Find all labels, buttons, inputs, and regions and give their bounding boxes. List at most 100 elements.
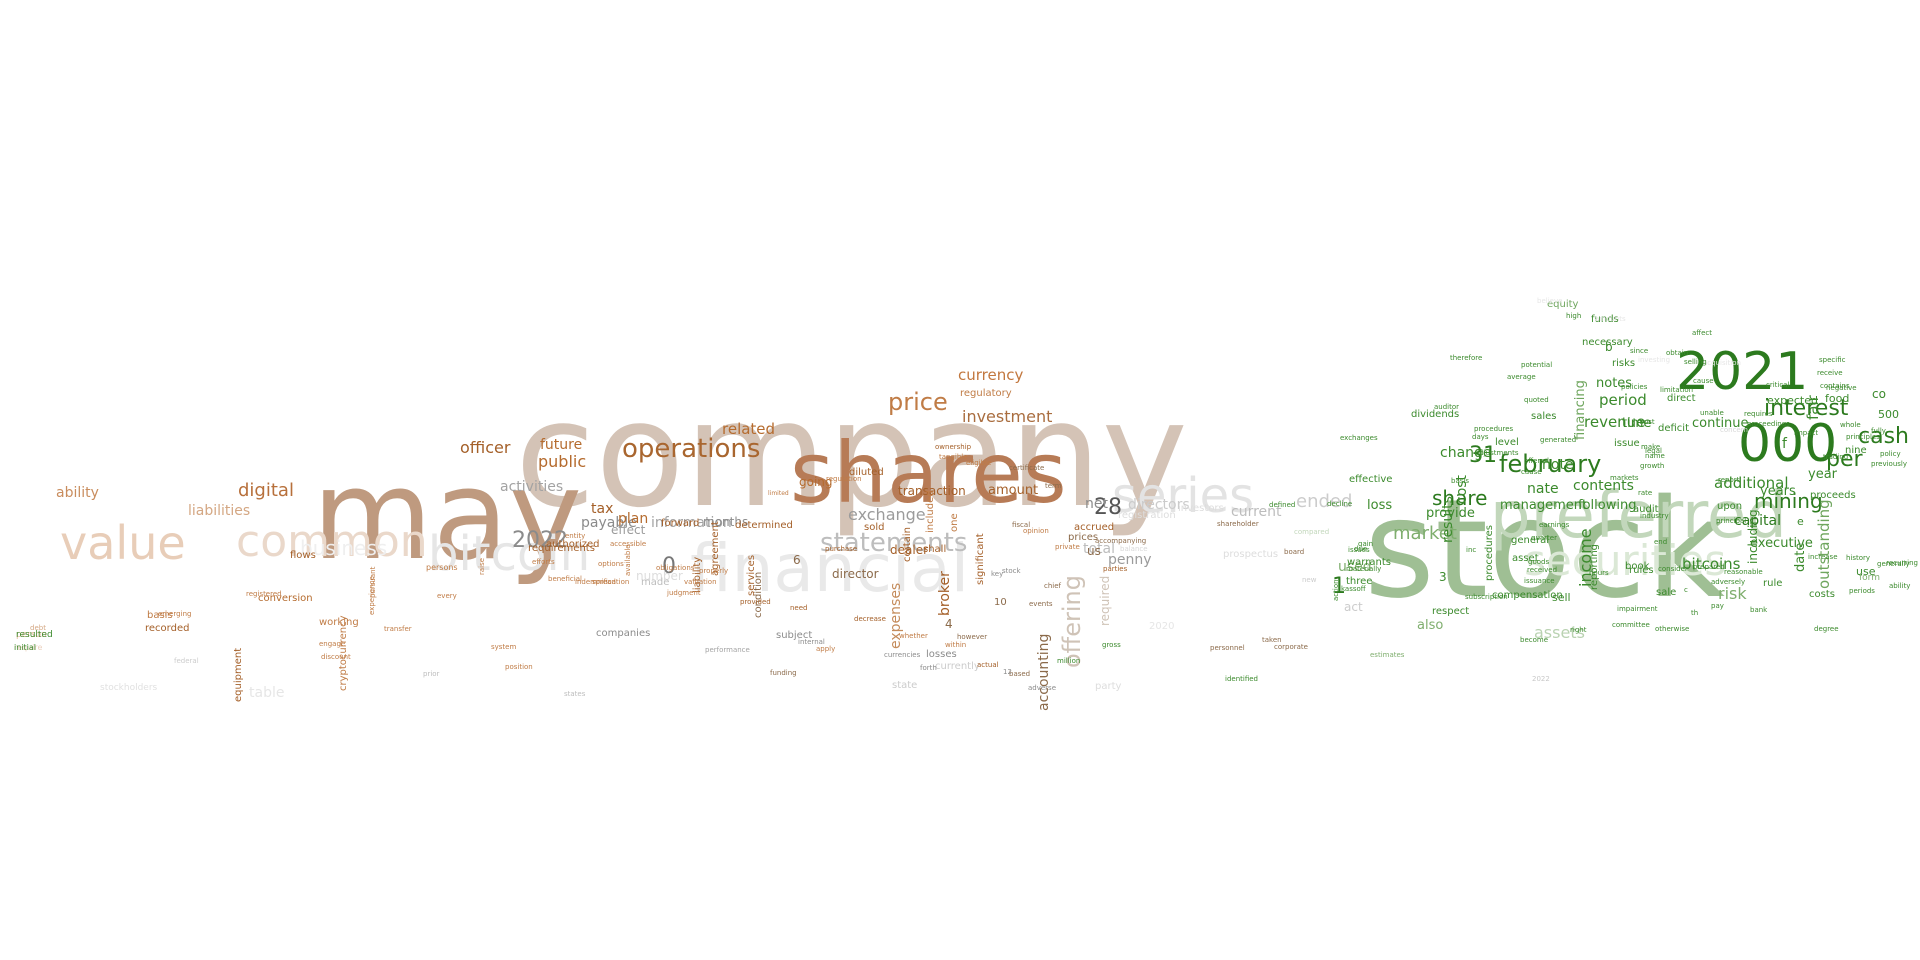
word-current: current <box>1231 504 1282 520</box>
word-one: one <box>949 513 960 532</box>
word-compensation: compensation <box>1492 590 1563 601</box>
word-funds: funds <box>1591 314 1619 325</box>
word-upon: upon <box>1717 501 1743 512</box>
word-s71: therefore <box>1450 354 1483 362</box>
word-s96: critical <box>1766 381 1790 389</box>
word-s170: initial <box>14 643 36 652</box>
word-s66: markets <box>1610 474 1639 482</box>
word-s43: form <box>1859 573 1880 583</box>
word-operations: operations <box>622 434 761 464</box>
word-s119: every <box>437 592 457 600</box>
word-s155: degree <box>1814 625 1839 633</box>
word-s35: prior <box>423 670 440 678</box>
word-management: management <box>1500 498 1588 513</box>
word-s51: make <box>1641 443 1661 451</box>
word-currency: currency <box>958 366 1024 384</box>
word-costs: costs <box>1809 589 1835 600</box>
word-related: related <box>722 420 776 438</box>
word-s130: actual <box>977 661 999 669</box>
word-s116: transfer <box>384 625 412 633</box>
word-s151: consider <box>1658 565 1688 573</box>
word-s60: received <box>1527 566 1558 574</box>
word-n6: 6 <box>793 553 801 567</box>
word-s95: basis <box>1451 477 1469 485</box>
word-rules: rules <box>1629 565 1654 576</box>
word-reporting: reporting <box>1589 543 1600 590</box>
word-e: e <box>1797 515 1804 528</box>
word-necessary: necessary <box>1582 337 1633 348</box>
word-exchange: exchange <box>848 505 926 524</box>
word-s47: pay <box>1711 602 1724 610</box>
word-state: state <box>892 680 918 691</box>
word-s140: investing <box>1638 356 1671 364</box>
word-s104: million <box>1057 657 1081 665</box>
word-outstanding: outstanding <box>1815 499 1833 589</box>
word-equity: equity <box>1547 299 1579 310</box>
word-s123: properly <box>699 567 729 575</box>
word-s88: issues <box>1348 546 1370 554</box>
word-s115: efforts <box>532 558 555 566</box>
word-s142: negative <box>1826 384 1857 392</box>
word-s74: potential <box>1521 361 1553 369</box>
word-warrants: warrants <box>1347 557 1391 568</box>
word-s137: board <box>1284 548 1305 556</box>
word-executive: executive <box>1750 536 1813 551</box>
word-s14: currencies <box>884 651 921 659</box>
word-s145: adjustments <box>1475 449 1519 457</box>
word-s114: spread <box>592 578 616 586</box>
word-food: food <box>1825 392 1850 405</box>
word-n500: 500 <box>1878 408 1899 421</box>
word-s68: affect <box>1692 329 1713 337</box>
word-loss: loss <box>1367 498 1393 513</box>
word-going: going <box>799 475 833 489</box>
word-us: us <box>1087 544 1101 558</box>
word-ended: ended <box>1296 491 1353 512</box>
word-s25: regulation <box>826 475 862 483</box>
word-deficit: deficit <box>1658 423 1689 434</box>
word-s26: limited <box>768 490 789 497</box>
word-s34: federal <box>174 657 199 665</box>
word-sales: sales <box>1531 411 1557 422</box>
word-services: services <box>746 554 757 596</box>
word-s72: industry <box>1640 512 1669 520</box>
word-s167: limitation <box>1660 386 1694 394</box>
word-s56: unable <box>1700 409 1724 417</box>
word-s102: concern <box>1720 426 1748 434</box>
word-s28: provided <box>740 598 771 606</box>
word-s89: rate <box>1638 489 1653 497</box>
word-s18: based <box>1009 670 1031 678</box>
word-s113: indemnification <box>575 578 630 586</box>
word-s122: beneficial <box>548 575 582 583</box>
word-statements: statements <box>820 528 968 558</box>
word-s157: ability <box>1889 582 1911 590</box>
word-s16: stock <box>1002 567 1021 575</box>
word-offering: offering <box>1058 575 1086 668</box>
word-financial: financial <box>690 530 970 607</box>
word-s15: forth <box>920 664 937 672</box>
word-s36: stockholders <box>100 683 158 693</box>
word-s82: action <box>1332 579 1340 601</box>
word-amount: amount <box>988 483 1039 498</box>
word-s153: reasonable <box>1724 568 1763 576</box>
word-continue: continue <box>1692 416 1749 431</box>
word-s50: obtain <box>1666 349 1689 357</box>
word-s121: position <box>505 663 533 671</box>
word-n10: 10 <box>994 597 1007 608</box>
word-s54: report <box>1718 476 1740 484</box>
word-s80: must <box>1637 418 1655 426</box>
word-s52: name <box>1645 452 1665 460</box>
word-s163: receive <box>1817 369 1843 377</box>
word-price: price <box>888 388 948 416</box>
word-s127: apply <box>816 645 836 653</box>
word-s6: persons <box>426 563 458 572</box>
word-three: three <box>1346 576 1373 587</box>
word-s109: tangible <box>939 453 968 461</box>
word-n1: 1 <box>1332 574 1346 599</box>
word-s159: principles <box>1846 433 1880 441</box>
word-regulatory: regulatory <box>960 388 1012 399</box>
word-accounting: accounting <box>1036 633 1052 711</box>
word-s91: right <box>1570 626 1587 634</box>
word-financing: financing <box>1573 380 1588 440</box>
word-s13: internal <box>798 638 825 646</box>
